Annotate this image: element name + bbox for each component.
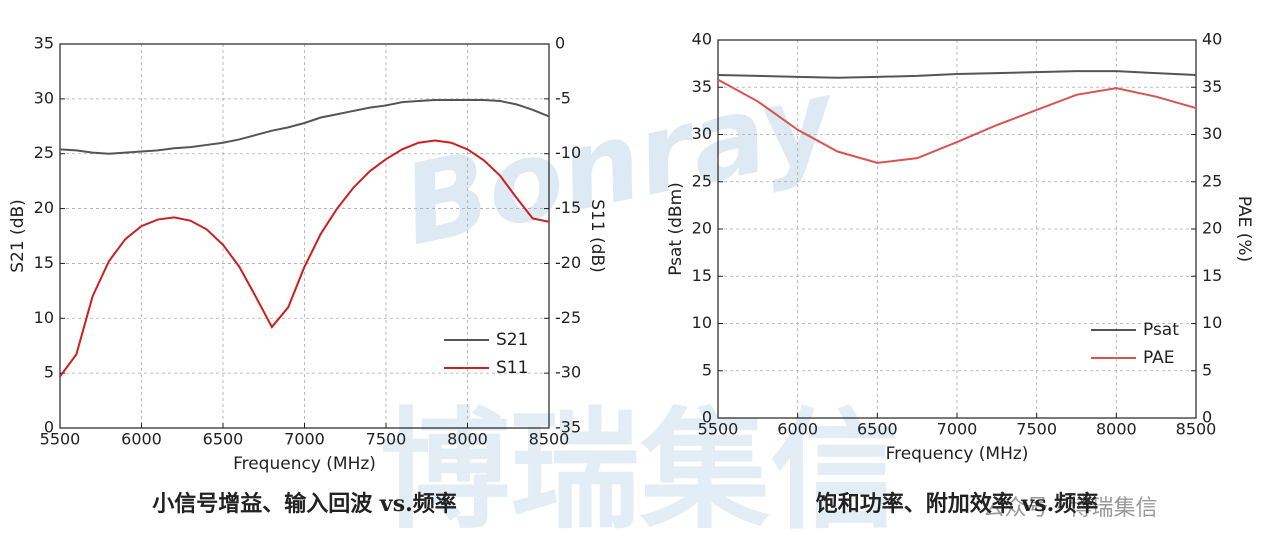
y2-tick-label: 35	[1202, 77, 1222, 96]
y-axis-label: S21 (dB)	[8, 199, 28, 273]
y-tick-label: 15	[692, 266, 712, 285]
y2-axis-label: S11 (dB)	[587, 199, 607, 273]
x-tick-label: 8000	[1096, 420, 1137, 439]
y2-tick-label: 5	[1202, 360, 1212, 379]
y2-tick-label: 25	[1202, 171, 1222, 190]
y-tick-label: 30	[692, 124, 712, 143]
y-tick-label: 35	[34, 34, 54, 53]
y-tick-label: 15	[34, 253, 54, 272]
series-line	[59, 139, 550, 378]
y2-tick-label: 40	[1202, 30, 1222, 49]
x-tick-label: 6000	[777, 420, 818, 439]
y-tick-label: 40	[692, 30, 712, 49]
y-tick-label: 30	[34, 88, 54, 107]
series-line	[59, 98, 550, 155]
y2-tick-label: -20	[555, 253, 581, 272]
x-tick-label: 7500	[1016, 420, 1057, 439]
x-tick-label: 5500	[40, 430, 81, 449]
legend-label: S21	[496, 330, 528, 350]
x-tick-label: 7500	[366, 430, 407, 449]
legend-label: S11	[496, 358, 528, 378]
watermark: 公众号 · 博瑞集信	[983, 496, 1158, 521]
x-axis-label: Frequency (MHz)	[233, 454, 376, 474]
y-tick-label: 20	[34, 198, 54, 217]
y2-tick-label: -30	[555, 363, 581, 382]
x-tick-label: 6000	[121, 430, 162, 449]
y-tick-label: 20	[692, 219, 712, 238]
chart-title: 饱和功率、附加效率 vs.频率	[816, 491, 1099, 517]
legend-label: Psat	[1143, 320, 1179, 340]
y2-tick-label: 10	[1202, 313, 1222, 332]
x-tick-label: 6500	[857, 420, 898, 439]
x-tick-label: 8000	[447, 430, 488, 449]
x-tick-label: 8500	[529, 430, 570, 449]
watermark: 博瑞集信	[380, 395, 900, 547]
x-tick-label: 5500	[698, 420, 739, 439]
y-axis-label: Psat (dBm)	[666, 182, 686, 276]
legend-label: PAE	[1143, 348, 1175, 368]
x-tick-label: 7000	[937, 420, 978, 439]
plot-frame	[717, 39, 1197, 419]
y2-tick-label: 0	[555, 34, 565, 53]
y-tick-label: 5	[44, 363, 54, 382]
y2-tick-label: -15	[555, 198, 581, 217]
chart-title: 小信号增益、输入回波 vs.频率	[152, 491, 457, 517]
x-axis-label: Frequency (MHz)	[886, 444, 1029, 464]
y-tick-label: 5	[702, 360, 712, 379]
y2-tick-label: -10	[555, 143, 581, 162]
x-tick-label: 6500	[203, 430, 244, 449]
plot-frame	[59, 43, 550, 429]
y-tick-label: 25	[34, 143, 54, 162]
x-tick-label: 8500	[1176, 420, 1217, 439]
y2-tick-label: -35	[555, 418, 581, 437]
series-line	[717, 78, 1197, 164]
y-tick-label: 0	[702, 408, 712, 427]
y-tick-label: 35	[692, 77, 712, 96]
y2-tick-label: -25	[555, 308, 581, 327]
x-tick-label: 7000	[284, 430, 325, 449]
y2-axis-label: PAE (%)	[1234, 196, 1254, 262]
y-tick-label: 10	[692, 313, 712, 332]
y2-tick-label: 20	[1202, 219, 1222, 238]
y2-tick-label: 30	[1202, 124, 1222, 143]
series-line	[717, 70, 1197, 79]
y-tick-label: 0	[44, 418, 54, 437]
y2-tick-label: 0	[1202, 408, 1212, 427]
y-tick-label: 25	[692, 171, 712, 190]
watermark: Bonray	[393, 54, 849, 270]
y2-tick-label: -5	[555, 88, 571, 107]
y2-tick-label: 15	[1202, 266, 1222, 285]
y-tick-label: 10	[34, 308, 54, 327]
